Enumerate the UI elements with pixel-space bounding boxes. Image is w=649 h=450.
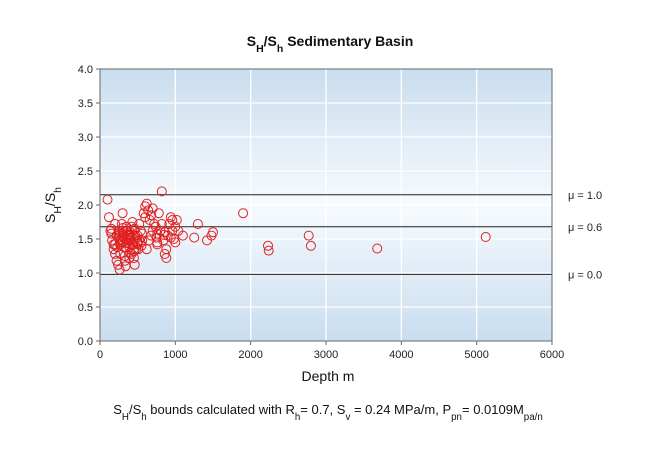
data-point [112, 242, 123, 253]
caption-part-9: pn [451, 412, 462, 423]
ylabel-s: S [42, 214, 58, 223]
grid-lines [100, 69, 552, 341]
data-point [192, 219, 203, 229]
data-point [165, 212, 176, 223]
reference-line-label: μ = 0.0 [568, 269, 602, 281]
ylabel-sub-h-upper: H [52, 206, 64, 214]
y-tick-label: 4.0 [78, 64, 93, 76]
data-point [143, 205, 154, 216]
data-point [133, 244, 144, 255]
caption-part-10: = 0.0109M [462, 402, 524, 417]
data-point [114, 264, 125, 275]
data-point [129, 259, 140, 270]
data-points [102, 186, 491, 275]
x-tick-label: 4000 [389, 349, 413, 361]
y-tick-label: 3.5 [78, 98, 93, 110]
data-point [161, 253, 172, 263]
data-point [121, 235, 132, 246]
reference-line-label: μ = 0.6 [568, 222, 602, 234]
x-tick-label: 5000 [464, 349, 488, 361]
y-tick-label: 2.0 [78, 200, 93, 212]
data-point [177, 230, 188, 241]
x-tick-label: 1000 [163, 349, 187, 361]
data-point [159, 229, 169, 240]
data-point [128, 246, 139, 257]
data-point [146, 210, 157, 221]
y-tick-label: 0.5 [78, 302, 93, 314]
caption-part-5: h [295, 412, 300, 423]
chart-caption: SH/Sh bounds calculated with Rh= 0.7, Sv… [113, 402, 543, 423]
data-point [136, 240, 147, 251]
data-point [127, 217, 138, 227]
x-tick-label: 3000 [314, 349, 338, 361]
data-point [146, 230, 157, 241]
data-point [147, 203, 158, 214]
data-point [263, 240, 273, 251]
data-point [115, 249, 126, 259]
data-point [303, 230, 314, 241]
x-tick-label: 2000 [238, 349, 262, 361]
data-point [189, 232, 200, 243]
y-tick-label: 1.0 [78, 268, 93, 280]
caption-part-4: bounds calculated with R [147, 402, 295, 417]
data-point [132, 238, 143, 249]
data-point [104, 212, 114, 223]
caption-part-1: H [122, 412, 129, 423]
caption-part-2: /S [129, 402, 142, 417]
data-point [124, 253, 135, 263]
y-tick-label: 0.0 [78, 336, 93, 348]
ylabel-sub-h-lower: h [52, 187, 64, 193]
caption-part-0: S [113, 402, 122, 417]
reference-line-label: μ = 1.0 [568, 190, 602, 202]
data-point [141, 198, 152, 209]
data-point [115, 237, 126, 248]
caption-part-11: pa/n [524, 412, 543, 423]
data-point [144, 235, 154, 246]
x-axis-label: Depth m [302, 368, 355, 384]
data-point [372, 243, 383, 254]
caption-part-6: = 0.7, S [300, 402, 345, 417]
data-point [151, 232, 162, 243]
data-point [263, 245, 274, 256]
title-rest: Sedimentary Basin [283, 33, 413, 49]
x-tick-labels: 0 1000 2000 3000 4000 5000 6000 [97, 341, 564, 361]
data-point [140, 212, 151, 223]
caption-part-3: h [141, 412, 146, 423]
data-point [149, 219, 160, 229]
data-point [167, 215, 178, 225]
y-tick-labels: 0.0 0.5 1.0 1.5 2.0 2.5 3.0 3.5 4.0 [78, 64, 100, 348]
data-point [208, 227, 218, 238]
data-point [102, 194, 113, 205]
data-point [156, 186, 167, 197]
x-tick-label: 0 [97, 349, 103, 361]
data-point [238, 208, 249, 219]
x-tick-label: 6000 [540, 349, 564, 361]
data-point [117, 208, 128, 219]
y-axis-label: SH/Sh [42, 187, 64, 223]
chart-title: SH/Sh Sedimentary Basin [247, 33, 414, 55]
y-tick-label: 3.0 [78, 132, 93, 144]
data-point [152, 239, 163, 250]
ylabel-slash-s: /S [42, 193, 58, 206]
caption-part-8: = 0.24 MPa/m, P [350, 402, 451, 417]
data-point [153, 208, 164, 219]
data-point [110, 249, 121, 259]
y-tick-label: 1.5 [78, 234, 93, 246]
title-slash-s: /S [264, 33, 277, 49]
title-s: S [247, 33, 256, 49]
data-point [170, 221, 181, 232]
reference-lines: μ = 1.0 μ = 0.6 μ = 0.0 [100, 190, 602, 281]
data-point [171, 215, 182, 225]
title-sub-h-upper: H [256, 43, 264, 55]
y-tick-label: 2.5 [78, 166, 93, 178]
data-point [128, 225, 139, 236]
title-sub-h-lower: h [277, 43, 283, 55]
caption-part-7: v [345, 412, 350, 423]
data-point [305, 240, 316, 251]
data-point [165, 232, 176, 243]
data-point [480, 232, 491, 242]
